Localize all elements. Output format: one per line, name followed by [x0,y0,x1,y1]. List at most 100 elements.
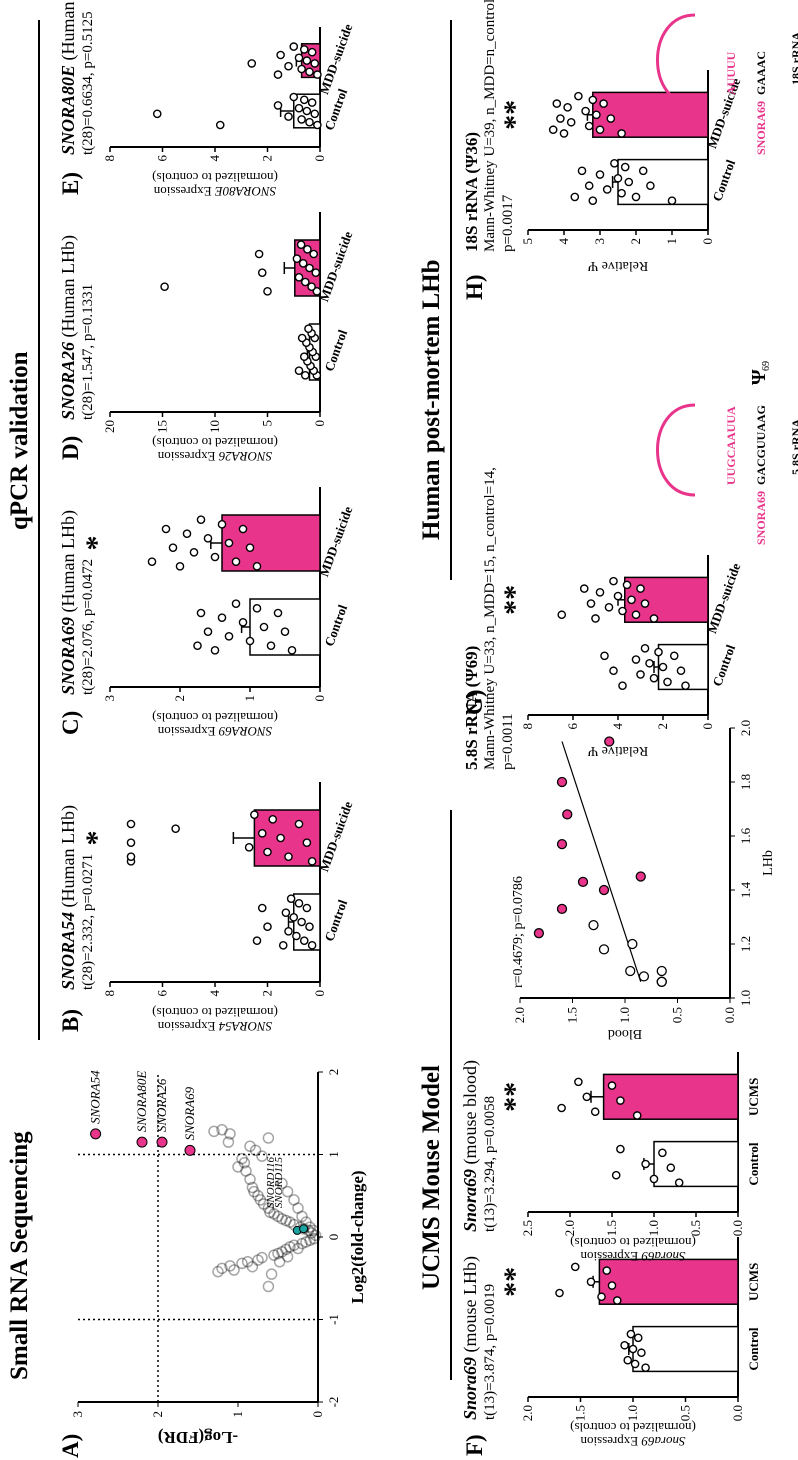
chart-h-ylabel: Relative Ψ [587,258,648,273]
chart-d-ytick-label: 10 [207,420,222,433]
chart-e-point [310,59,320,68]
chart-f-point [570,1262,580,1272]
chart-b-point [171,824,180,833]
chart-a-sig-point [136,1136,148,1148]
chart-g-point [595,588,605,597]
chart-f-ytick-label: 0.0 [730,1405,745,1421]
chart-c-point [182,529,192,538]
chart-b-point [297,917,306,927]
chart-f-point [633,1333,643,1343]
chart-a-point [238,1157,251,1169]
chart-f2-xtick-label: Control [746,1142,761,1185]
chart-a-label-snora54: SNORA54 [88,1070,103,1124]
chart-h-point [592,110,601,120]
chart-h-point [584,181,594,191]
chart-h-point [581,106,590,116]
chart-h-point [588,196,598,205]
chart-b-point [268,815,278,824]
chart-f-point [626,1329,636,1339]
chart-b-point [263,847,272,857]
chart-a-point [246,1260,259,1273]
chart-f3-xtick-label: 1.6 [738,827,753,844]
chart-d-ytick-label: 15 [155,420,170,433]
chart-h-xtick-label: Control [709,157,738,203]
chart-e-point [297,64,306,74]
chart-g-point [649,673,659,683]
annotation-g-bottom-seq: GACGUUAAG [754,405,768,485]
chart-c-xtick-label: Control [321,602,350,648]
chart-h-point [563,103,572,112]
chart-g-point [618,681,627,690]
chart-f3-control-point [598,944,610,955]
chart-f-ylabel2: (normalized to controls) [570,1420,696,1435]
chart-f3-ylabel: Blood [608,1026,642,1041]
chart-f2-ytick-label: 0.0 [730,1220,745,1236]
chart-f3-ytick-label: 2.0 [512,1007,527,1023]
chart-a-point [284,1216,296,1228]
chart-f-point [623,1355,633,1365]
chart-h-ytick-label: 5 [520,238,535,245]
chart-a-point [249,1144,262,1157]
chart-h-ytick-label: 3 [592,238,607,245]
chart-g-point [636,584,645,593]
chart-e-point [294,53,304,63]
chart-a-point [300,1236,312,1248]
chart-a-sig-point [184,1144,196,1156]
chart-a-point [280,1214,292,1227]
chart-h-point [548,125,558,135]
chart-e-point [310,109,320,119]
chart-a-ytick-label: 0 [310,1411,325,1418]
chart-e-point [313,70,322,79]
chart-c-ytick-label: 0 [312,695,327,702]
chart-f3-control-point [638,971,650,982]
chart-f-point [612,1296,622,1305]
chart-g-point [557,610,567,620]
chart-e-point [247,59,257,68]
chart-a-point [296,1210,308,1223]
chart-d-ytick-label: 5 [260,420,275,427]
chart-d-point [297,333,307,343]
chart-f2-point [557,1103,566,1113]
chart-g-point [579,584,589,593]
chart-g-point [640,599,650,608]
chart-b-point [281,908,291,917]
chart-b-point [126,819,136,829]
chart-c-xtick-label: MDD-suicide [316,504,355,579]
chart-g-point [627,595,636,605]
chart-e-ylabel2: (normalized to controls) [152,170,278,185]
chart-h-point [599,99,608,108]
chart-a-point [246,1181,259,1194]
chart-a-point [224,1128,236,1140]
chart-f2-xtick-label: UCMS [746,1078,761,1116]
chart-f3-control-point [627,938,638,950]
chart-b-point [263,922,272,931]
chart-b-point [284,927,293,936]
chart-d-point [309,249,319,259]
chart-b-ytick-label: 2 [260,990,275,997]
chart-f-bar-control [632,1325,739,1373]
chart-g-point [613,591,623,601]
chart-b-point [299,936,309,945]
chart-a-ylabel: -Log(FDR) [158,1428,238,1447]
chart-a-point [308,1232,320,1245]
chart-f-point [602,1266,612,1275]
chart-d-point [299,352,309,361]
chart-h-point [646,181,655,191]
chart-d-point [311,268,321,277]
chart-f3-control-point [656,976,667,987]
chart-a-point [256,1150,268,1162]
chart-e-point [307,98,317,107]
chart-g-point [654,647,663,657]
chart-g-significance: ** [498,585,531,615]
chart-e-point [273,70,283,79]
chart-f2-point [574,1077,583,1087]
chart-a-label-snora80e: SNORA80E [134,1071,149,1132]
chart-c-point [168,543,178,552]
annotation-h-top-seq: AUUUU [724,51,738,95]
chart-a-xtick-label: 0 [326,1234,341,1241]
chart-f3-ucms-point [562,809,573,820]
chart-c-point [196,608,206,618]
chart-c-point [287,646,297,655]
chart-a-sig-point [156,1136,168,1148]
chart-g-ytick-label: 2 [655,723,670,730]
